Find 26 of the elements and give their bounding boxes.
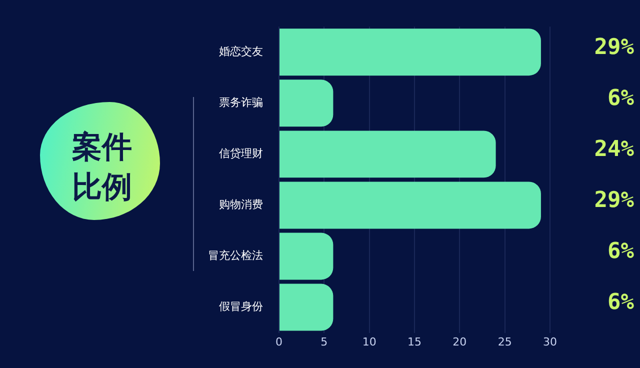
- y-tick-label: 婚恋交友: [219, 44, 263, 58]
- x-tick-label: 15: [408, 335, 422, 348]
- data-label: 6%: [608, 290, 635, 315]
- data-label: 29%: [594, 188, 635, 213]
- x-tick-label: 20: [452, 335, 467, 348]
- data-label: 6%: [608, 86, 635, 111]
- y-tick-label: 票务诈骗: [219, 96, 263, 110]
- y-tick-label: 购物消费: [219, 198, 263, 212]
- text: 案件比例: [71, 129, 133, 207]
- x-tick-label: 5: [320, 335, 328, 348]
- bar: [280, 232, 334, 280]
- y-tick-label: 信贷理财: [219, 147, 263, 160]
- y-tick-label: 冒充公检法: [208, 249, 263, 262]
- y-tick-label: 假冒身份: [219, 300, 263, 314]
- bar: [280, 182, 541, 229]
- data-label: 24%: [594, 136, 635, 162]
- x-tick-label: 30: [543, 335, 557, 348]
- x-tick-label: 25: [498, 335, 512, 348]
- bar: [280, 284, 334, 331]
- x-tick-label: 0: [276, 335, 282, 348]
- bar: [280, 130, 496, 178]
- bar: [280, 80, 334, 127]
- bar: [280, 28, 541, 76]
- x-tick-label: 10: [362, 335, 376, 348]
- data-label: 29%: [594, 34, 635, 60]
- data-label: 6%: [608, 238, 635, 264]
